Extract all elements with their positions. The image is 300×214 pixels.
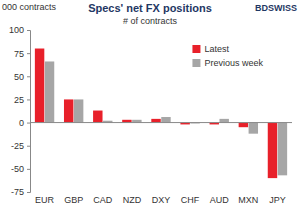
y-axis-title: 000 contracts	[2, 2, 57, 12]
x-axis: EUR GBP CAD NZD DXY CHF AUD MXN JPY	[35, 192, 286, 205]
x-tick-label: AUD	[210, 195, 230, 205]
bar	[249, 123, 258, 134]
y-tick: -25	[11, 141, 30, 151]
y-tick-label: 100	[9, 25, 24, 35]
y-tick: 50	[14, 72, 30, 82]
y-tick: 0	[19, 118, 30, 128]
bar	[219, 119, 228, 123]
y-tick-mark	[27, 30, 30, 31]
bar	[161, 117, 170, 123]
bar	[278, 123, 287, 176]
y-tick-label: -50	[11, 164, 24, 174]
legend-label: Previous week	[204, 58, 263, 68]
bar	[64, 99, 73, 122]
x-tick-label: NZD	[123, 195, 142, 205]
title: Specs' net FX positions	[88, 2, 212, 14]
x-tick-label: JPY	[269, 195, 286, 205]
series	[45, 61, 287, 175]
legend-item: Previous week	[192, 58, 263, 68]
y-tick-label: -25	[11, 141, 24, 151]
y-tick-mark	[27, 123, 30, 124]
x-tick: JPY	[269, 192, 286, 205]
x-tick: AUD	[210, 192, 230, 205]
y-tick-mark	[27, 146, 30, 147]
y-tick-label: 50	[14, 72, 24, 82]
logo-text: BDSWISS	[255, 3, 297, 13]
bar	[151, 119, 160, 123]
x-tick: CAD	[93, 192, 113, 205]
chart: Specs' net FX positions# of contracts000…	[0, 0, 300, 214]
legend-item: Latest	[192, 44, 229, 54]
x-tick: DXY	[152, 192, 171, 205]
bar	[45, 61, 54, 122]
x-tick: GBP	[64, 192, 83, 205]
y-tick-label: 25	[14, 95, 24, 105]
y-axis: -75 -50 -25 0 25 50 75 100	[9, 25, 31, 197]
x-tick: MXN	[238, 192, 258, 205]
y-tick-mark	[27, 99, 30, 100]
y-tick-mark	[27, 53, 30, 54]
bar	[74, 99, 83, 122]
x-tick-label: EUR	[35, 195, 55, 205]
bars	[35, 49, 287, 179]
y-tick-label: 0	[19, 118, 24, 128]
series	[35, 49, 277, 179]
y-tick-label: -75	[11, 187, 24, 197]
y-tick: 25	[14, 95, 30, 105]
y-tick-mark	[27, 76, 30, 77]
x-tick-label: CAD	[93, 195, 113, 205]
bar	[35, 49, 44, 123]
y-axis-line	[27, 31, 31, 193]
x-tick-label: DXY	[152, 195, 171, 205]
x-tick-label: CHF	[181, 195, 200, 205]
x-tick-label: GBP	[64, 195, 83, 205]
x-tick: CHF	[181, 192, 200, 205]
y-tick: 75	[14, 49, 30, 59]
subtitle: # of contracts	[123, 16, 178, 26]
y-tick: 100	[9, 25, 30, 35]
bar	[268, 123, 277, 179]
bar	[239, 123, 248, 128]
y-tick-mark	[27, 169, 30, 170]
plot: -75 -50 -25 0 25 50 75 100 EUR GBP CAD NZD DXY CHF AUD…	[9, 25, 292, 205]
y-tick-label: 75	[14, 49, 24, 59]
y-tick: -75	[11, 187, 30, 197]
legend-swatch	[192, 59, 200, 67]
y-tick: -50	[11, 164, 30, 174]
legend-swatch	[192, 45, 200, 53]
zero-line	[30, 122, 292, 123]
x-tick-label: MXN	[238, 195, 258, 205]
legend-label: Latest	[204, 44, 229, 54]
y-tick-mark	[27, 192, 30, 193]
bar	[93, 111, 102, 123]
legend: Latest Previous week	[192, 44, 263, 68]
x-tick: NZD	[123, 192, 142, 205]
x-tick: EUR	[35, 192, 55, 205]
